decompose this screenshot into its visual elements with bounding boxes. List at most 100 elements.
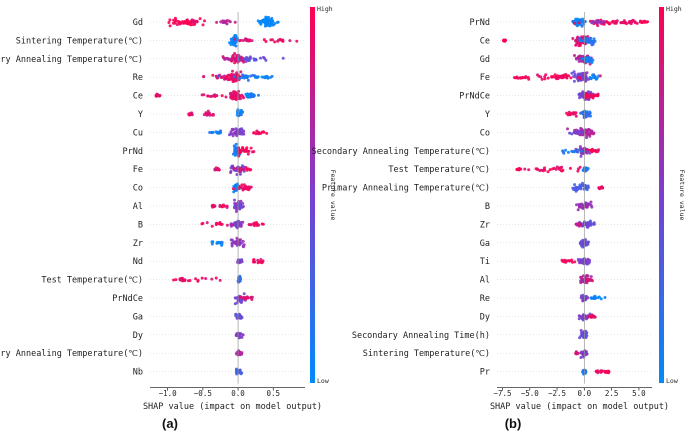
shap-point: [257, 132, 260, 136]
feature-label: Sintering Temperature(℃): [16, 36, 143, 46]
shap-point: [221, 204, 224, 208]
shap-point: [233, 202, 237, 206]
shap-point: [606, 21, 610, 25]
shap-point: [168, 24, 172, 28]
shap-point: [555, 165, 559, 169]
feature-dots: [208, 127, 269, 138]
shap-point: [575, 222, 579, 226]
shap-point: [576, 186, 579, 190]
shap-point: [584, 93, 587, 97]
shap-point: [578, 94, 582, 98]
shap-point: [581, 298, 585, 302]
shap-point: [588, 258, 592, 262]
shap-point: [237, 154, 241, 158]
shap-point: [229, 43, 233, 46]
shap-point: [255, 129, 259, 133]
shap-point: [583, 221, 587, 225]
shap-point: [585, 71, 589, 75]
shap-point: [582, 330, 586, 334]
feature-dots: [513, 70, 602, 83]
shap-point: [521, 75, 525, 79]
shap-point: [210, 242, 214, 246]
shap-point: [231, 95, 235, 99]
shap-point: [231, 69, 234, 73]
shap-point: [218, 205, 222, 208]
feature-dots: [154, 89, 260, 101]
shap-point: [237, 146, 241, 150]
feature-dots: [235, 367, 244, 376]
colorbar-low-label: Low: [666, 377, 678, 385]
shap-point: [267, 15, 270, 19]
shap-point: [596, 21, 599, 24]
shap-point: [237, 130, 240, 134]
shap-point: [524, 75, 528, 79]
shap-point: [578, 131, 582, 135]
feature-dots: [172, 274, 242, 284]
feature-label: Nb: [133, 368, 143, 378]
shap-point: [581, 93, 585, 97]
shap-point: [574, 39, 578, 43]
shap-point: [578, 77, 582, 80]
shap-point: [234, 40, 238, 44]
shap-point: [523, 167, 527, 171]
shap-point: [215, 20, 219, 24]
shap-point: [238, 111, 242, 115]
shap-point: [562, 73, 566, 77]
shap-point: [200, 276, 204, 280]
shap-point: [593, 39, 597, 43]
shap-point: [235, 91, 238, 95]
feature-dots: [234, 349, 244, 357]
shap-point: [586, 35, 590, 38]
x-tick-label: 0.0: [578, 389, 592, 398]
shap-point: [543, 77, 547, 81]
shap-point: [588, 219, 592, 223]
shap-point: [589, 77, 593, 81]
shap-point: [211, 113, 215, 117]
shap-point: [238, 353, 242, 357]
feature-label: Primary Annealing Temperature(℃): [322, 184, 490, 194]
feature-dots: [501, 35, 597, 48]
shap-point: [245, 56, 249, 60]
shap-point: [168, 18, 172, 22]
feature-label: Zr: [133, 239, 143, 249]
feature-label: Re: [133, 73, 143, 83]
feature-label: Dy: [133, 331, 143, 341]
shap-point: [588, 39, 592, 43]
shap-point: [211, 204, 215, 208]
shap-point: [260, 260, 264, 264]
shap-point: [597, 74, 601, 78]
shap-point: [572, 74, 576, 78]
shap-point: [177, 21, 181, 25]
shap-point: [203, 19, 206, 23]
shap-point: [503, 39, 507, 43]
shap-point: [256, 75, 260, 79]
shap-point: [624, 21, 628, 25]
x-axis-label: SHAP value (impact on model output): [143, 402, 322, 412]
shap-point: [246, 152, 250, 156]
shap-point: [277, 38, 281, 42]
shap-point: [574, 43, 578, 47]
shap-point: [583, 20, 587, 24]
shap-point: [599, 370, 603, 374]
shap-point: [218, 130, 222, 134]
shap-point: [560, 258, 564, 262]
feature-label: Primary Annealing Temperature(℃): [0, 349, 143, 359]
shap-point: [250, 39, 254, 43]
shap-point: [210, 224, 214, 228]
shap-point: [593, 75, 597, 78]
shap-point: [174, 278, 178, 282]
x-axis-label: SHAP value (impact on model output): [490, 402, 669, 412]
shap-point: [218, 222, 222, 226]
shap-point: [261, 19, 265, 23]
shap-point: [596, 371, 600, 375]
shap-point: [224, 95, 228, 99]
shap-point: [543, 166, 546, 170]
shap-point: [237, 350, 241, 354]
shap-point: [233, 37, 237, 41]
shap-point: [265, 131, 269, 135]
shap-point: [561, 149, 565, 153]
shap-point: [180, 278, 184, 281]
shap-point: [556, 77, 560, 80]
x-tick-label: −7.5: [493, 389, 511, 398]
shap-point: [240, 76, 244, 79]
